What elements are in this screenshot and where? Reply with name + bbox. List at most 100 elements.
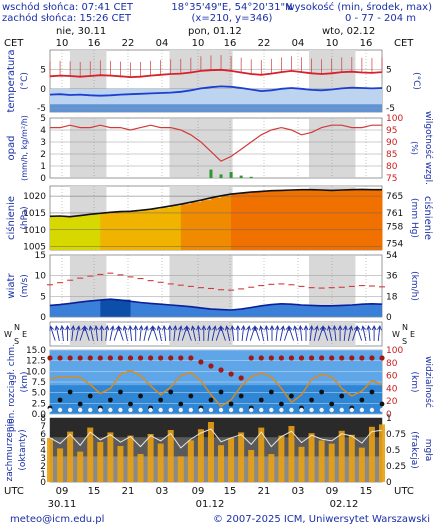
arrow-shaft: [299, 326, 303, 342]
pressure-tick-right: 754: [386, 239, 403, 249]
wind-direction-arrow: [274, 325, 280, 342]
cloud-top-dot: [288, 355, 295, 361]
temp-line-min: [49, 85, 383, 97]
arrow-head: [253, 325, 259, 331]
visibility-line: [49, 369, 383, 408]
cloud-top-dot: [67, 355, 73, 361]
cloud-top-dot: [208, 363, 214, 369]
cloud-top-dot: [278, 355, 284, 361]
fog-dot: [249, 407, 254, 413]
pressure-area-cell: [341, 190, 353, 250]
pressure-area-cell: [170, 205, 182, 250]
night-band: [69, 322, 107, 346]
fog-dot: [148, 407, 153, 413]
cloud-base-dot: [118, 389, 123, 395]
cloud-tick-left: 1: [40, 470, 46, 480]
arrow-shaft: [362, 327, 367, 341]
compass-s-right: S: [402, 337, 407, 346]
cloud-base-dot: [57, 397, 63, 403]
wind-direction-arrow: [279, 325, 285, 341]
cloud-base-dot: [319, 389, 325, 395]
fog-dot: [168, 407, 173, 413]
arrow-head: [212, 325, 217, 331]
cloud-bar: [137, 454, 144, 482]
precip-tick-left: 4: [40, 126, 46, 136]
arrow-head: [240, 325, 246, 331]
arrow-head: [314, 325, 319, 331]
pressure-area-cell: [200, 200, 212, 250]
coords-text: 18°35'49"E, 54°20'31"N: [171, 2, 292, 13]
cloud-bar: [97, 442, 104, 482]
arrow-shaft: [356, 327, 363, 341]
top-hour-label: 04: [292, 38, 305, 49]
cloud-top-dot: [238, 375, 244, 381]
arrow-shaft: [124, 327, 128, 341]
humidity-tick-right: 90: [386, 138, 398, 148]
arrow-head: [109, 325, 115, 331]
fog-tick-right: 0.5: [386, 446, 400, 456]
fog-dot: [138, 407, 143, 413]
precip-tick-left: 2: [40, 150, 46, 160]
arrow-head: [162, 325, 167, 331]
wind-direction-arrow: [219, 325, 226, 341]
cloud-bar: [318, 440, 325, 482]
footer-email[interactable]: meteo@icm.edu.pl: [10, 514, 104, 525]
arrow-head: [88, 325, 94, 331]
arrow-head: [151, 325, 157, 331]
arrow-shaft: [249, 327, 256, 341]
wind-direction-arrow: [83, 325, 90, 341]
cloud-top-dot: [117, 355, 124, 361]
wind-direction-arrow: [321, 325, 329, 341]
cloud-bar: [298, 446, 305, 482]
fog-dot: [359, 407, 365, 413]
wind-direction-arrow: [162, 325, 167, 342]
arrow-head: [185, 325, 191, 331]
sunrise-text: wschód słońca: 07:41 CET: [2, 1, 134, 13]
wind-direction-arrow: [104, 325, 110, 342]
visibility-tick-right: 80: [386, 359, 398, 369]
temp-unit-left: (°C): [20, 72, 30, 90]
fog-tick-right: 0.75: [386, 430, 406, 440]
cloud-top-dot: [248, 355, 254, 361]
fog-dot: [158, 407, 163, 413]
cloud-bar: [228, 438, 235, 482]
bottom-tz-left: UTC: [4, 486, 24, 497]
arrow-head: [371, 324, 377, 331]
cloud-base-dot: [379, 401, 385, 407]
fog-dot: [289, 407, 294, 413]
cloud-bar: [308, 433, 315, 482]
pressure-area-cell: [80, 215, 91, 250]
fog-dot: [57, 407, 63, 413]
wind-direction-arrow: [366, 325, 372, 342]
arrow-shaft: [163, 326, 167, 342]
arrow-shaft: [260, 327, 265, 341]
cloud-base-dot: [238, 393, 244, 399]
cloud-base-dot: [188, 393, 194, 399]
bottom-hour-label: 09: [326, 486, 339, 497]
pressure-area-cell: [261, 191, 272, 250]
fog-dot: [208, 407, 214, 413]
fog-dot: [88, 407, 93, 413]
wind-direction-arrow: [211, 325, 217, 341]
wind-direction-arrow: [172, 325, 178, 342]
temp-line-max: [49, 68, 383, 79]
cloud-top-dot: [87, 355, 93, 361]
arrow-head: [70, 325, 76, 331]
cloud-total-line: [49, 428, 383, 449]
arrow-shaft: [207, 326, 210, 342]
compass-n-left: N: [14, 323, 20, 332]
arrow-shaft: [211, 327, 216, 341]
cloud-top-dot: [97, 355, 103, 361]
top-hour-label: 10: [56, 38, 69, 49]
pressure-area-cell: [221, 195, 232, 250]
pressure-area-cell: [321, 190, 333, 250]
arrow-shaft: [61, 326, 64, 342]
precip-bar: [239, 175, 243, 178]
wind-tick-right: 36: [386, 272, 398, 282]
arrow-head: [366, 325, 372, 331]
top-hour-label: 22: [122, 38, 135, 49]
arrow-shaft: [129, 326, 133, 342]
wind-direction-arrow: [54, 325, 60, 341]
arrow-shaft: [56, 327, 60, 341]
arrow-shaft: [241, 326, 244, 342]
